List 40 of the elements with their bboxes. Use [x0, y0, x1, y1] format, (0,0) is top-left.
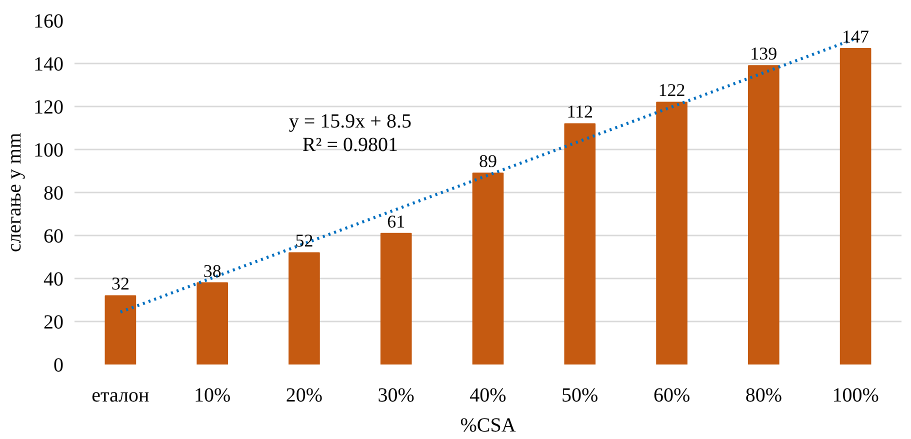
- data-label: 52: [295, 230, 314, 251]
- data-label: 122: [658, 80, 686, 100]
- bar: [104, 295, 136, 364]
- bar: [196, 282, 228, 364]
- data-label: 61: [387, 211, 406, 232]
- bar: [656, 102, 688, 364]
- x-tick-label: 30%: [378, 384, 414, 406]
- y-tick-label: 120: [34, 96, 64, 118]
- y-tick-label: 160: [34, 10, 64, 32]
- y-tick-label: 0: [54, 354, 64, 376]
- data-label: 32: [111, 274, 130, 294]
- x-tick-label: 80%: [745, 384, 782, 406]
- x-tick-label: 50%: [562, 384, 598, 406]
- bar: [840, 48, 872, 364]
- bar: [288, 252, 320, 364]
- y-tick-label: 20: [44, 312, 64, 334]
- x-tick-label: еталон: [92, 384, 150, 406]
- bar: [472, 172, 504, 364]
- y-tick-label: 40: [44, 268, 64, 290]
- y-tick-label: 60: [44, 226, 64, 248]
- y-tick-label: 100: [34, 140, 64, 162]
- x-tick-label: 60%: [653, 384, 690, 406]
- data-label: 147: [842, 26, 870, 46]
- x-tick-label: 10%: [194, 384, 231, 406]
- bar: [748, 65, 780, 364]
- data-label: 38: [203, 260, 222, 281]
- annotation: y = 15.9x + 8.5: [288, 110, 412, 133]
- bar: [564, 123, 596, 364]
- x-tick-label: 40%: [470, 384, 506, 406]
- data-label: 139: [750, 44, 778, 64]
- bar: [380, 232, 412, 364]
- y-tick-label: 140: [34, 54, 64, 76]
- annotation: R² = 0.9801: [302, 134, 398, 156]
- x-tick-label: 20%: [286, 384, 323, 406]
- y-tick-label: 80: [44, 182, 64, 204]
- data-label: 89: [479, 151, 497, 172]
- y-axis-title: слегање у mm: [4, 132, 26, 252]
- x-tick-label: 100%: [832, 384, 879, 406]
- x-axis-title: %CSA: [460, 414, 516, 436]
- data-label: 112: [566, 102, 594, 122]
